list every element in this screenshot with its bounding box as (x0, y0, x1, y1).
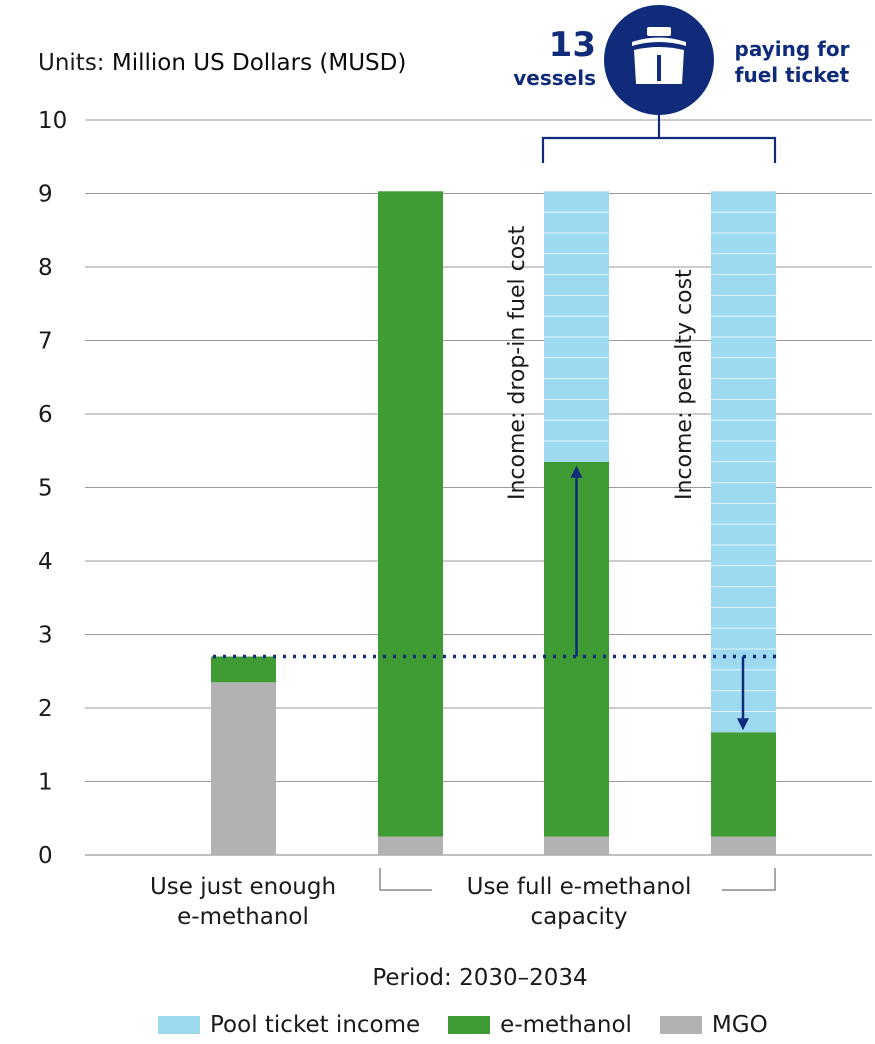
bar-segment-mgo (211, 682, 276, 855)
legend-item-e-methanol: e-methanol (448, 1012, 632, 1038)
legend-label-pool-ticket-income: Pool ticket income (210, 1012, 421, 1038)
callout-vessel-count: 13 (548, 25, 596, 65)
legend-label-e-methanol: e-methanol (500, 1012, 632, 1038)
group-bracket-right (722, 868, 776, 891)
bar-annotation-income-drop-in-fuel-cost: Income: drop-in fuel cost (505, 225, 530, 500)
y-tick-label: 1 (38, 770, 53, 796)
y-tick-label: 0 (38, 843, 53, 869)
y-tick-label: 3 (38, 623, 53, 649)
x-category-just-enough: Use just enough e-methanol (149, 874, 337, 930)
y-tick-label: 4 (38, 549, 53, 575)
y-tick-label: 8 (38, 255, 53, 281)
bar-segment-mgo (378, 836, 443, 855)
legend-swatch-mgo (659, 1016, 702, 1034)
legend-swatch-e-methanol (448, 1016, 491, 1034)
vessels-bracket (541, 136, 777, 163)
bar-segment-e-methanol (211, 656, 276, 683)
callout-paying-label: paying for fuel ticket (734, 37, 850, 87)
x-axis-title: Period: 2030–2034 (372, 965, 588, 991)
group-bracket-left (379, 868, 432, 891)
bar-segment-mgo (544, 836, 609, 855)
bar-segment-mgo (711, 836, 776, 855)
legend-item-mgo: MGO (659, 1012, 768, 1038)
y-tick-label: 6 (38, 402, 53, 428)
y-tick-label: 10 (38, 108, 67, 134)
y-tick-label: 7 (38, 329, 53, 355)
bar-segment-e-methanol (378, 191, 443, 837)
units-label: Units: Million US Dollars (MUSD) (38, 50, 407, 76)
y-tick-label: 2 (38, 696, 53, 722)
y-tick-label: 5 (38, 476, 53, 502)
callout-vessels-label: vessels (513, 66, 596, 90)
bar-annotation-income-penalty-cost: Income: penalty cost (672, 269, 697, 500)
arrow-up-head (570, 465, 583, 478)
x-category-full-capacity: Use full e-methanol capacity (466, 874, 692, 930)
legend-label-mgo: MGO (711, 1012, 768, 1038)
y-tick-label: 9 (38, 182, 53, 208)
bar-segment-pool-ticket-income (544, 191, 609, 462)
legend-swatch-pool-ticket-income (158, 1016, 200, 1034)
legend: Pool ticket income e-methanol MGO (158, 1012, 796, 1038)
arrow-down-head (737, 718, 749, 731)
legend-item-pool-ticket-income: Pool ticket income (158, 1012, 420, 1038)
bar-segment-e-methanol (711, 732, 776, 837)
ship-icon (632, 27, 686, 84)
